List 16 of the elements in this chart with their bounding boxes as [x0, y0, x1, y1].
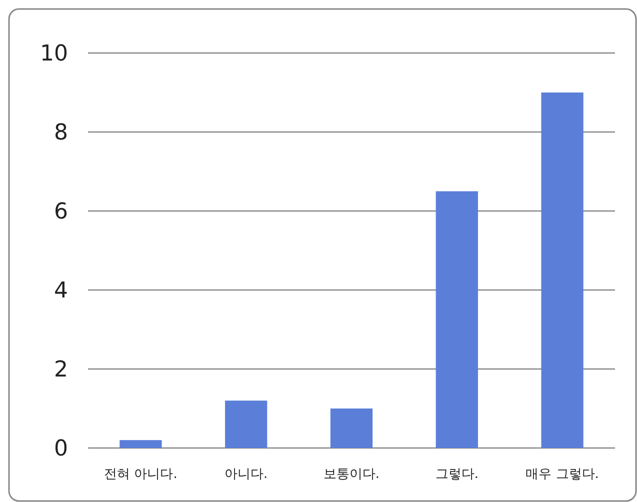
x-tick-label: 보통이다.: [323, 467, 380, 482]
y-tick-label: 6: [54, 200, 68, 225]
bar: [330, 408, 373, 448]
x-tick-label: 매우 그렇다.: [526, 467, 599, 482]
x-tick-label: 전혀 아니다.: [104, 467, 178, 482]
y-tick-label: 0: [54, 436, 68, 462]
x-tick-label: 아니다.: [224, 467, 268, 482]
bar: [436, 191, 478, 448]
y-tick-label: 4: [54, 278, 68, 304]
y-tick-label: 8: [54, 120, 68, 146]
bar: [120, 440, 162, 448]
bar: [541, 92, 584, 448]
y-tick-label: 10: [40, 42, 68, 67]
y-tick-label: 2: [54, 358, 68, 383]
x-tick-label: 그렇다.: [435, 467, 478, 482]
bar: [225, 400, 268, 448]
